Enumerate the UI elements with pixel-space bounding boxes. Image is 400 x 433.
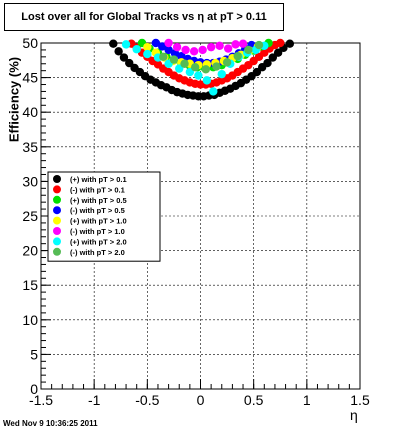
- x-tick-label: 1: [303, 392, 311, 408]
- data-point: [151, 38, 161, 48]
- data-point: [164, 45, 173, 55]
- data-point: [180, 59, 189, 68]
- data-point: [132, 45, 141, 54]
- data-point: [202, 76, 212, 85]
- data-point: [158, 42, 167, 51]
- data-point: [185, 67, 195, 77]
- data-point: [217, 69, 226, 79]
- legend-marker: [53, 227, 61, 235]
- legend-entry: (-) with pT > 1.0: [70, 227, 125, 236]
- chart-title: Lost over all for Global Tracks vs η at …: [4, 3, 284, 31]
- data-point: [121, 40, 131, 49]
- data-point: [164, 38, 173, 48]
- x-tick-label: -1.5: [29, 392, 53, 408]
- y-tick-label: 25: [22, 208, 38, 224]
- legend-entry: (+) with pT > 2.0: [70, 237, 127, 246]
- data-point: [172, 42, 182, 52]
- x-tick-label: 0: [197, 392, 205, 408]
- legend-marker: [53, 195, 61, 204]
- data-point: [206, 42, 216, 52]
- legend-marker: [53, 247, 61, 256]
- data-point: [268, 53, 278, 62]
- x-tick-label: -1: [88, 392, 101, 408]
- data-point: [194, 71, 203, 80]
- data-point: [119, 53, 129, 62]
- data-point: [169, 55, 179, 64]
- data-point: [143, 49, 152, 59]
- data-point: [233, 51, 242, 61]
- timestamp: Wed Nov 9 10:36:25 2011: [3, 419, 98, 428]
- x-tick-label: 1.5: [350, 392, 370, 408]
- data-point: [263, 58, 272, 68]
- data-point: [276, 38, 285, 48]
- legend: (+) with pT > 0.1(-) with pT > 0.1 (+) wi…: [47, 171, 161, 262]
- y-tick-label: 10: [22, 312, 38, 328]
- legend-entry: (-) with pT > 2.0: [70, 248, 125, 257]
- y-tick-label: 15: [22, 277, 38, 293]
- legend-box: [47, 171, 161, 262]
- data-point: [222, 58, 232, 67]
- data-point: [189, 47, 199, 56]
- legend-entry: (+) with pT > 0.1: [70, 175, 127, 184]
- y-tick-label: 20: [22, 243, 38, 259]
- data-point: [238, 39, 248, 48]
- legend-entry: (+) with pT > 0.5: [70, 196, 127, 205]
- x-tick-label: -0.5: [135, 392, 159, 408]
- data-point: [175, 64, 184, 73]
- data-point: [223, 44, 233, 53]
- x-axis-label: η: [350, 407, 358, 423]
- data-point: [143, 42, 152, 52]
- data-point: [244, 45, 253, 55]
- legend-marker: [53, 185, 61, 194]
- y-tick-label: 50: [22, 35, 38, 51]
- legend-entry: (+) with pT > 1.0: [70, 217, 127, 226]
- data-point: [212, 62, 221, 71]
- data-point: [181, 45, 190, 55]
- data-point: [209, 87, 218, 96]
- y-tick-label: 30: [22, 173, 38, 189]
- data-point: [109, 39, 118, 48]
- data-markers: [109, 38, 295, 101]
- x-tick-label: 0.5: [244, 392, 264, 408]
- axes: -1.5 -1 -0.5 0 0.5 1 1.5 0 5 10 15 20 25 30 35 40 45 50: [22, 35, 370, 408]
- data-point: [114, 47, 123, 56]
- data-point: [190, 63, 200, 72]
- data-point: [285, 39, 295, 48]
- legend-marker: [53, 216, 61, 225]
- data-point: [254, 40, 264, 50]
- data-point: [252, 67, 262, 77]
- legend-entry: (-) with pT > 0.1: [70, 185, 125, 194]
- y-tick-label: 0: [30, 381, 38, 397]
- legend-marker: [53, 206, 61, 215]
- legend-entry: (-) with pT > 0.5: [70, 206, 125, 215]
- y-tick-label: 5: [30, 346, 38, 362]
- y-tick-label: 35: [22, 139, 38, 155]
- data-point: [231, 40, 240, 49]
- y-tick-label: 40: [22, 104, 38, 120]
- legend-marker: [53, 237, 61, 246]
- data-point: [159, 52, 168, 62]
- data-point: [273, 48, 283, 57]
- legend-marker: [53, 175, 61, 183]
- data-point: [201, 65, 211, 74]
- y-tick-label: 45: [22, 70, 38, 86]
- data-point: [177, 51, 186, 61]
- data-point: [125, 58, 134, 68]
- data-point: [215, 41, 224, 50]
- data-point: [198, 45, 207, 55]
